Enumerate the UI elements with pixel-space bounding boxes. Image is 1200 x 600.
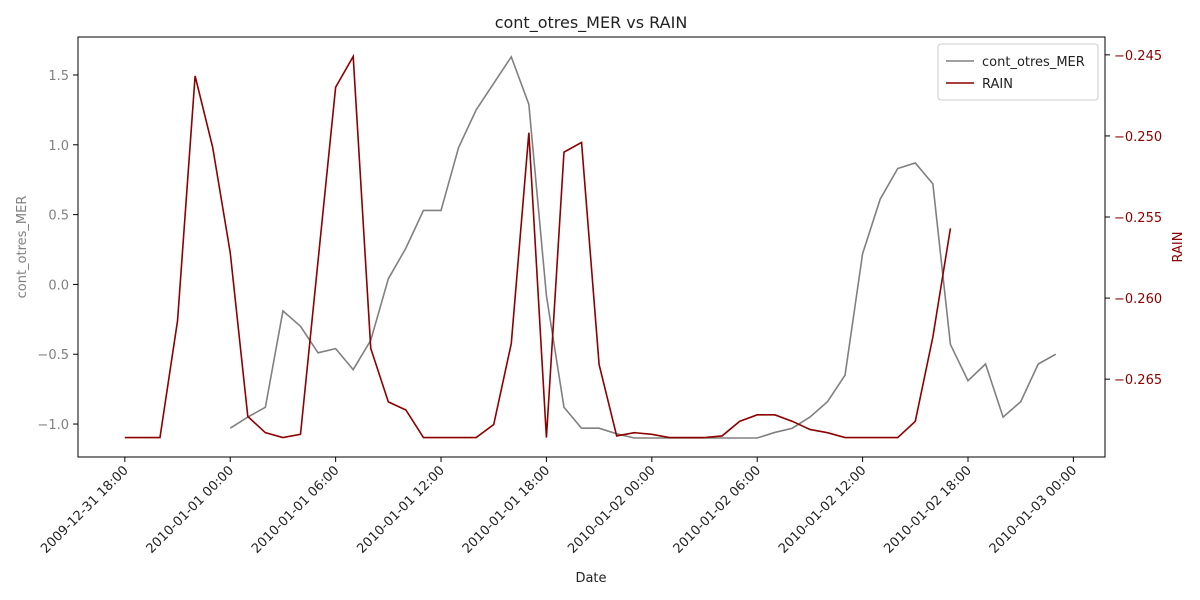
chart-title: cont_otres_MER vs RAIN (495, 13, 688, 33)
y2-axis-label: RAIN (1171, 232, 1186, 263)
y-tick-label: 0.5 (48, 209, 69, 224)
y-tick-label: −0.5 (37, 348, 69, 363)
series-line (229, 55, 1057, 439)
y-axis-label: cont_otres_MER (15, 196, 30, 299)
legend-label: cont_otres_MER (982, 55, 1085, 70)
plot-frame (77, 36, 1106, 458)
legend-box (937, 43, 1099, 101)
y-tick-label: 1.5 (48, 69, 69, 84)
y2-tick-label: −0.265 (1114, 373, 1162, 388)
y2-tick-label: −0.245 (1114, 49, 1162, 64)
y-tick-label: 1.0 (48, 139, 69, 154)
y2-tick-label: −0.255 (1114, 211, 1162, 226)
series-line (124, 53, 952, 439)
x-axis-label: Date (575, 571, 606, 586)
y2-tick-label: −0.260 (1114, 292, 1162, 307)
y-tick-label: −1.0 (37, 418, 69, 433)
y2-tick-label: −0.250 (1114, 130, 1162, 145)
y-tick-label: 0.0 (48, 278, 69, 293)
legend-label: RAIN (982, 77, 1013, 92)
